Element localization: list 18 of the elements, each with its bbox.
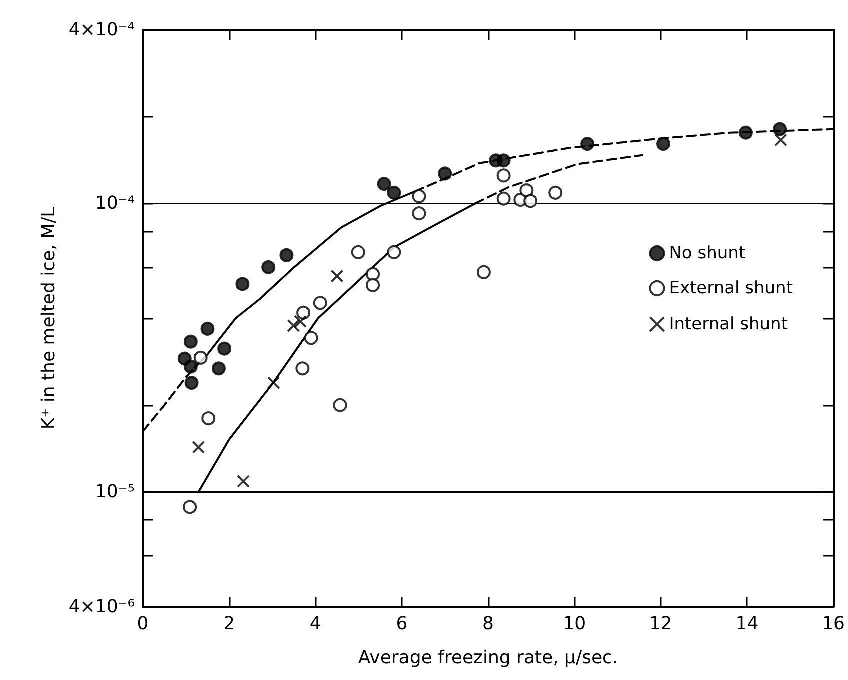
x-tick-label: 6 bbox=[396, 614, 408, 634]
y-axis-title: K⁺ in the melted ice, M/L bbox=[38, 207, 60, 430]
x-axis-title: Average freezing rate, μ/sec. bbox=[358, 648, 618, 668]
x-tick-label: 4 bbox=[310, 614, 322, 634]
legend-label: No shunt bbox=[669, 244, 746, 264]
x-tick-label: 14 bbox=[736, 614, 759, 634]
x-tick-label: 12 bbox=[649, 614, 672, 634]
legend-label: Internal shunt bbox=[669, 314, 788, 334]
y-tick-label: 4×10⁻⁴ bbox=[68, 20, 135, 40]
x-tick-label: 2 bbox=[224, 614, 236, 634]
x-tick-label: 8 bbox=[482, 614, 494, 634]
y-tick-label: 10⁻⁵ bbox=[95, 482, 135, 503]
x-tick-label: 0 bbox=[137, 614, 149, 634]
y-tick-label: 4×10⁻⁶ bbox=[68, 596, 135, 618]
legend-label: External shunt bbox=[669, 278, 794, 298]
x-tick-label: 10 bbox=[563, 614, 586, 634]
x-tick-label: 16 bbox=[822, 614, 845, 634]
y-tick-label: 10⁻⁴ bbox=[95, 193, 135, 214]
